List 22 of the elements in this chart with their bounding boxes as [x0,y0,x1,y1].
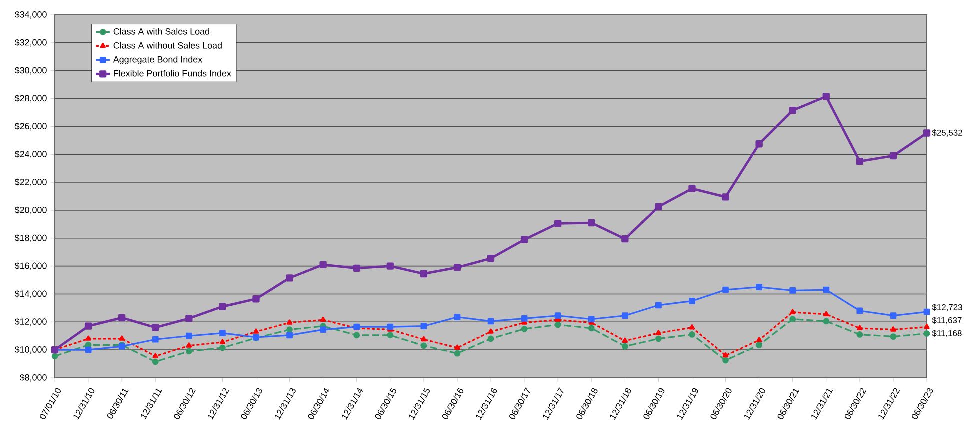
data-label: $25,532 [932,130,962,137]
legend-label: Flexible Portfolio Funds Index [114,70,232,77]
y-tick-label: $16,000 [14,262,47,270]
data-label: $11,637 [932,317,962,324]
y-tick-label: $8,000 [20,374,47,382]
y-tick-label: $14,000 [14,290,47,298]
y-tick-label: $10,000 [14,346,47,354]
y-tick-label: $22,000 [14,178,47,186]
y-tick-label: $12,000 [14,318,47,326]
y-tick-label: $34,000 [14,11,47,19]
legend-label: Aggregate Bond Index [113,56,202,65]
data-label: $12,723 [932,304,962,312]
y-tick-label: $24,000 [14,150,47,158]
y-tick-label: $32,000 [14,39,47,47]
y-tick-label: $30,000 [14,66,47,75]
legend-label: Class A with Sales Load [114,28,210,35]
y-tick-label: $28,000 [14,94,47,103]
data-label: $11,168 [932,330,962,338]
legend-label: Class A without Sales Load [114,42,222,49]
y-tick-label: $18,000 [14,234,47,242]
y-tick-label: $20,000 [14,206,47,214]
y-tick-label: $26,000 [14,122,47,131]
